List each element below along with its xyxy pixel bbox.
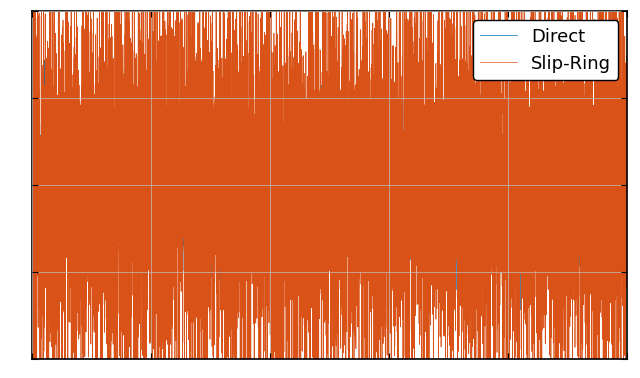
Slip-Ring <box>623 312 631 316</box>
Slip-Ring <box>53 196 61 200</box>
Line: Slip-Ring: Slip-Ring <box>32 0 627 378</box>
Slip-Ring <box>592 67 600 71</box>
Direct <box>319 162 327 167</box>
Direct <box>145 185 152 189</box>
Direct <box>31 206 38 211</box>
Slip-Ring <box>31 361 38 365</box>
Direct <box>610 310 618 315</box>
Direct <box>53 172 61 177</box>
Direct <box>64 197 72 202</box>
Legend: Direct, Slip-Ring: Direct, Slip-Ring <box>473 20 618 80</box>
Direct <box>623 162 631 167</box>
Line: Direct: Direct <box>32 58 627 313</box>
Slip-Ring <box>28 16 36 21</box>
Direct <box>592 170 600 174</box>
Slip-Ring <box>319 294 327 299</box>
Direct <box>200 56 208 60</box>
Direct <box>28 167 36 171</box>
Slip-Ring <box>145 91 152 95</box>
